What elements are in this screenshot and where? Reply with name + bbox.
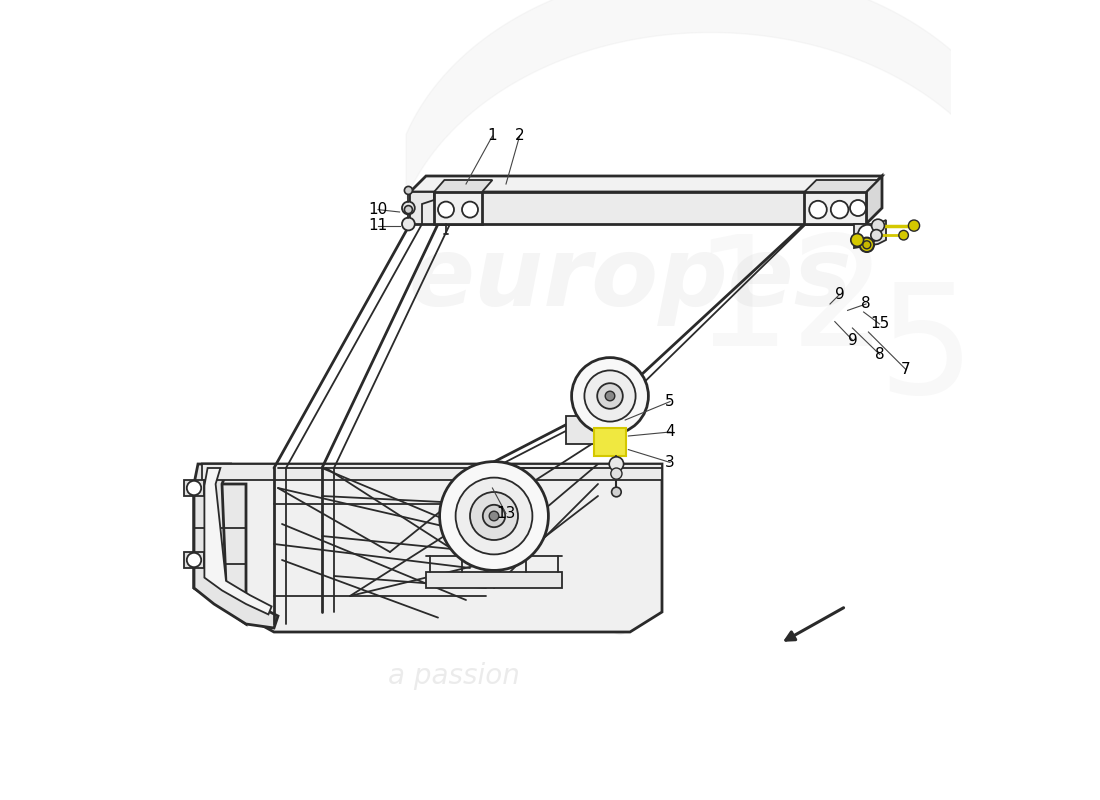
Circle shape bbox=[810, 201, 827, 218]
Circle shape bbox=[455, 478, 532, 554]
Text: 12: 12 bbox=[693, 230, 888, 378]
Circle shape bbox=[862, 241, 871, 249]
Circle shape bbox=[440, 462, 549, 570]
Polygon shape bbox=[434, 180, 493, 192]
Polygon shape bbox=[184, 480, 205, 496]
Polygon shape bbox=[205, 468, 272, 614]
Circle shape bbox=[597, 383, 623, 409]
Circle shape bbox=[462, 202, 478, 218]
Circle shape bbox=[402, 202, 415, 214]
Polygon shape bbox=[566, 416, 618, 444]
Text: since 1985: since 1985 bbox=[500, 599, 631, 641]
Polygon shape bbox=[594, 428, 626, 456]
Circle shape bbox=[612, 487, 621, 497]
Polygon shape bbox=[202, 464, 662, 480]
Circle shape bbox=[605, 391, 615, 401]
Text: 5: 5 bbox=[878, 278, 975, 426]
Polygon shape bbox=[410, 176, 882, 192]
Circle shape bbox=[871, 219, 884, 232]
Text: 3: 3 bbox=[666, 455, 675, 470]
Text: 10: 10 bbox=[368, 202, 387, 217]
Polygon shape bbox=[184, 552, 205, 568]
Circle shape bbox=[405, 206, 412, 214]
Polygon shape bbox=[854, 220, 886, 248]
Polygon shape bbox=[434, 192, 482, 224]
Text: 15: 15 bbox=[870, 317, 889, 331]
Text: 9: 9 bbox=[847, 333, 857, 347]
Circle shape bbox=[871, 230, 882, 241]
Circle shape bbox=[830, 201, 848, 218]
Circle shape bbox=[899, 230, 909, 240]
Polygon shape bbox=[410, 192, 866, 224]
Circle shape bbox=[187, 553, 201, 567]
Circle shape bbox=[609, 457, 624, 471]
Circle shape bbox=[483, 505, 505, 527]
Circle shape bbox=[850, 234, 864, 246]
Text: 11: 11 bbox=[368, 218, 387, 233]
Circle shape bbox=[584, 370, 636, 422]
Circle shape bbox=[187, 481, 201, 495]
Circle shape bbox=[859, 238, 874, 252]
Circle shape bbox=[850, 200, 866, 216]
Circle shape bbox=[610, 468, 621, 479]
Circle shape bbox=[858, 225, 877, 244]
Text: 7: 7 bbox=[901, 362, 911, 377]
Text: 2: 2 bbox=[515, 129, 525, 143]
Circle shape bbox=[438, 202, 454, 218]
Polygon shape bbox=[194, 464, 278, 628]
Text: 1: 1 bbox=[487, 129, 497, 143]
Circle shape bbox=[402, 218, 415, 230]
Polygon shape bbox=[866, 176, 882, 224]
Circle shape bbox=[470, 492, 518, 540]
Circle shape bbox=[909, 220, 920, 231]
Circle shape bbox=[405, 186, 412, 194]
Text: 8: 8 bbox=[874, 347, 884, 362]
Text: 8: 8 bbox=[861, 297, 871, 311]
Polygon shape bbox=[194, 464, 662, 632]
Text: 5: 5 bbox=[666, 394, 674, 409]
Polygon shape bbox=[410, 192, 435, 224]
Text: 4: 4 bbox=[666, 425, 674, 439]
Text: europes: europes bbox=[408, 234, 851, 326]
Text: 13: 13 bbox=[496, 506, 516, 521]
Circle shape bbox=[572, 358, 648, 434]
Text: 9: 9 bbox=[835, 287, 845, 302]
Polygon shape bbox=[804, 180, 878, 192]
Polygon shape bbox=[804, 192, 866, 224]
Circle shape bbox=[490, 511, 498, 521]
Polygon shape bbox=[426, 572, 562, 588]
Text: a passion: a passion bbox=[388, 662, 520, 690]
Polygon shape bbox=[194, 484, 246, 624]
